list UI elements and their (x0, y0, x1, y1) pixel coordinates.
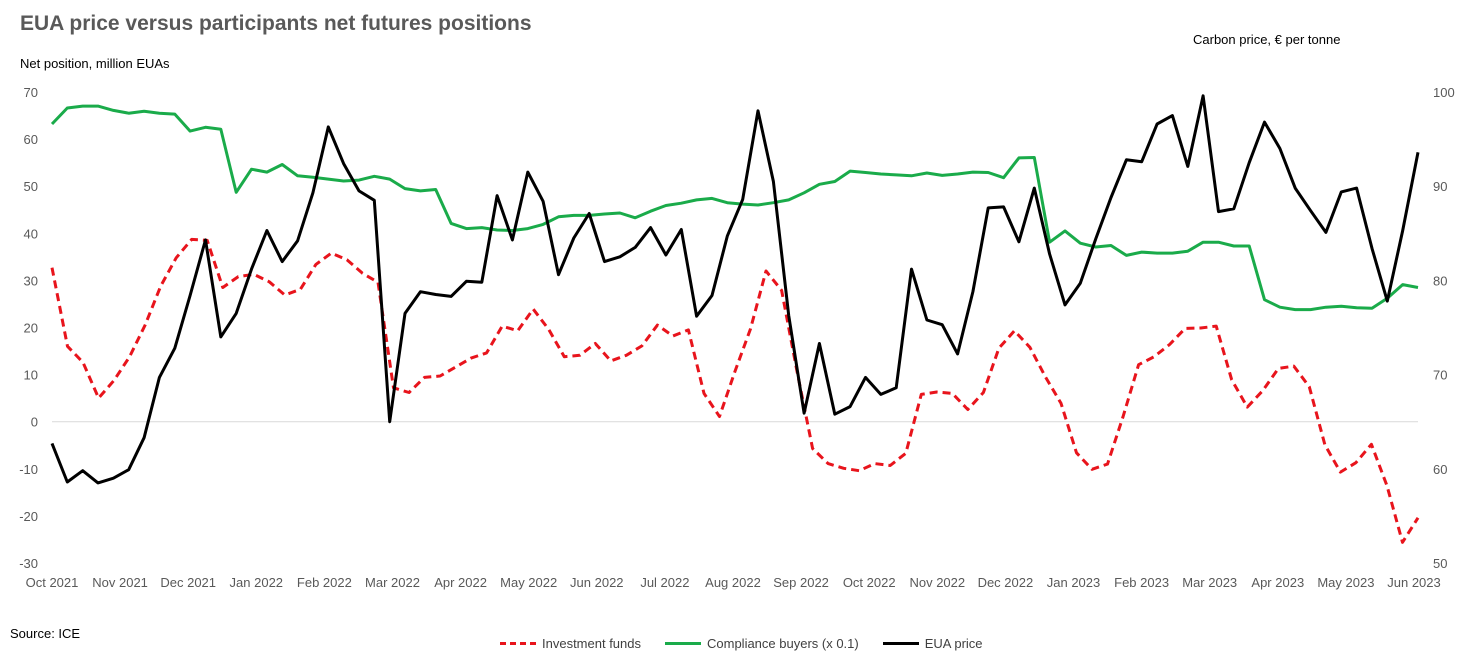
legend-item-investment-funds: Investment funds (500, 636, 641, 651)
legend-item-compliance-buyers: Compliance buyers (x 0.1) (665, 636, 859, 651)
left-axis-tick-label: 40 (24, 226, 38, 241)
x-axis-tick-label: Jun 2022 (570, 575, 624, 590)
left-axis-tick-label: 50 (24, 179, 38, 194)
right-axis-tick-label: 90 (1433, 179, 1447, 194)
left-axis-tick-label: 70 (24, 85, 38, 100)
left-axis-tick-label: 0 (31, 415, 38, 430)
x-axis-tick-label: Nov 2022 (909, 575, 965, 590)
x-axis-tick-label: Mar 2023 (1182, 575, 1237, 590)
chart-plot: -30 -20 -10 0 10 20 30 40 50 60 70 50 60 70 80 90 100 Oct… (19, 85, 1455, 590)
x-axis-tick-label: Dec 2022 (978, 575, 1034, 590)
left-axis-tick-label: 10 (24, 368, 38, 383)
left-axis-tick-label: -10 (19, 462, 38, 477)
right-axis-label: Carbon price, € per tonne (1193, 32, 1341, 47)
x-axis-tick-label: Jan 2022 (230, 575, 284, 590)
series-line-investment-funds (50, 237, 1420, 544)
legend-label-eua-price: EUA price (924, 636, 983, 651)
x-axis-tick-label: Nov 2021 (92, 575, 148, 590)
left-axis-tick-label: 60 (24, 132, 38, 147)
source-note: Source: ICE (10, 626, 81, 641)
legend-swatch-compliance-buyers (665, 642, 701, 645)
legend-swatch-eua-price (882, 642, 919, 645)
x-axis-tick-label: May 2023 (1317, 575, 1374, 590)
x-axis-tick-label: Apr 2023 (1251, 575, 1304, 590)
x-axis-tick-label: Apr 2022 (434, 575, 487, 590)
legend-label-investment-funds: Investment funds (542, 636, 641, 651)
x-axis-tick-label: Jun 2023 (1387, 575, 1441, 590)
right-axis-tick-label: 100 (1433, 85, 1455, 100)
x-axis-tick-label: Feb 2023 (1114, 575, 1169, 590)
chart-title: EUA price versus participants net future… (20, 12, 532, 35)
x-axis-tick-label: Feb 2022 (297, 575, 352, 590)
x-axis-tick-label: Dec 2021 (160, 575, 216, 590)
x-axis-tick-label: Mar 2022 (365, 575, 420, 590)
x-axis-tick-label: Jul 2022 (640, 575, 689, 590)
left-axis-tick-label: 20 (24, 321, 38, 336)
right-axis-tick-label: 60 (1433, 462, 1447, 477)
chart-legend: Investment funds Compliance buyers (x 0.… (500, 636, 983, 651)
x-axis-tick-label: Sep 2022 (773, 575, 829, 590)
right-axis-tick-label: 50 (1433, 556, 1447, 571)
legend-item-eua-price: EUA price (882, 636, 983, 651)
x-axis-tick-label: Oct 2022 (843, 575, 896, 590)
right-axis-tick-label: 80 (1433, 273, 1447, 288)
x-axis-tick-label: Aug 2022 (705, 575, 761, 590)
right-axis-tick-label: 70 (1433, 368, 1447, 383)
legend-swatch-investment-funds (500, 642, 536, 645)
x-axis-tick-label: May 2022 (500, 575, 557, 590)
x-axis-tick-label: Oct 2021 (26, 575, 79, 590)
series-line-compliance-buyers-x-0-1 (50, 104, 1419, 312)
series-line-eua-price (50, 94, 1420, 485)
left-axis-tick-label: -30 (19, 556, 38, 571)
left-axis-tick-label: 30 (24, 273, 38, 288)
legend-label-compliance-buyers: Compliance buyers (x 0.1) (707, 636, 859, 651)
x-axis-tick-label: Jan 2023 (1047, 575, 1101, 590)
left-axis-label: Net position, million EUAs (20, 56, 170, 71)
left-axis-tick-label: -20 (19, 509, 38, 524)
